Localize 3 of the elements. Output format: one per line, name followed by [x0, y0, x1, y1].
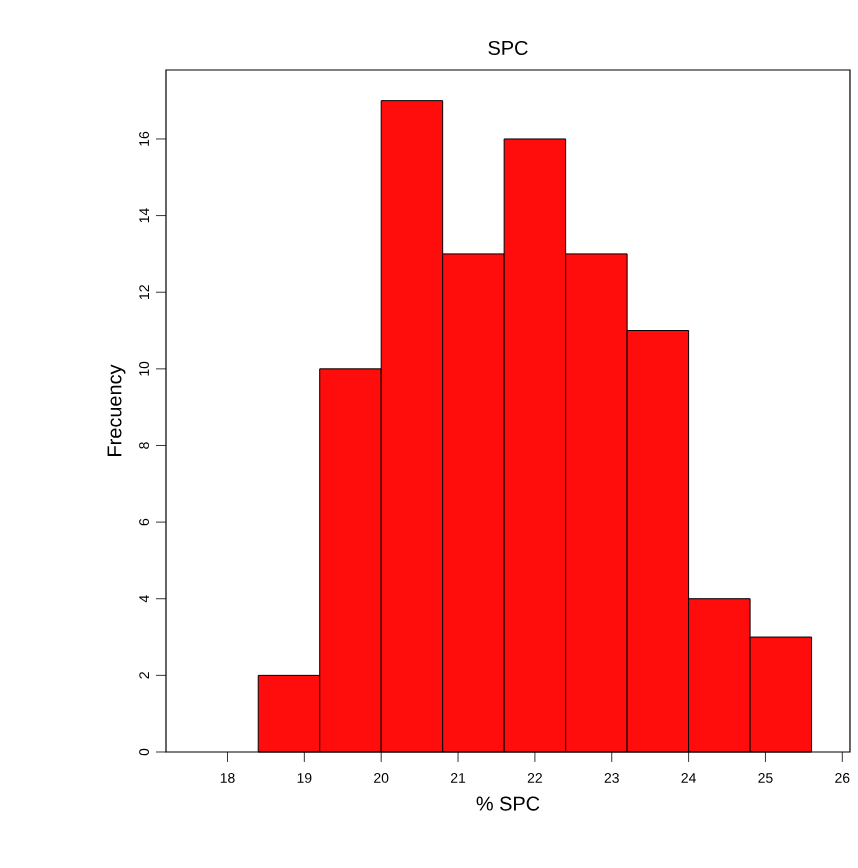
- y-axis-title: Frecuency: [107, 364, 126, 456]
- x-axis-title: % SPC: [476, 796, 540, 811]
- chart-title: SPC: [488, 40, 528, 55]
